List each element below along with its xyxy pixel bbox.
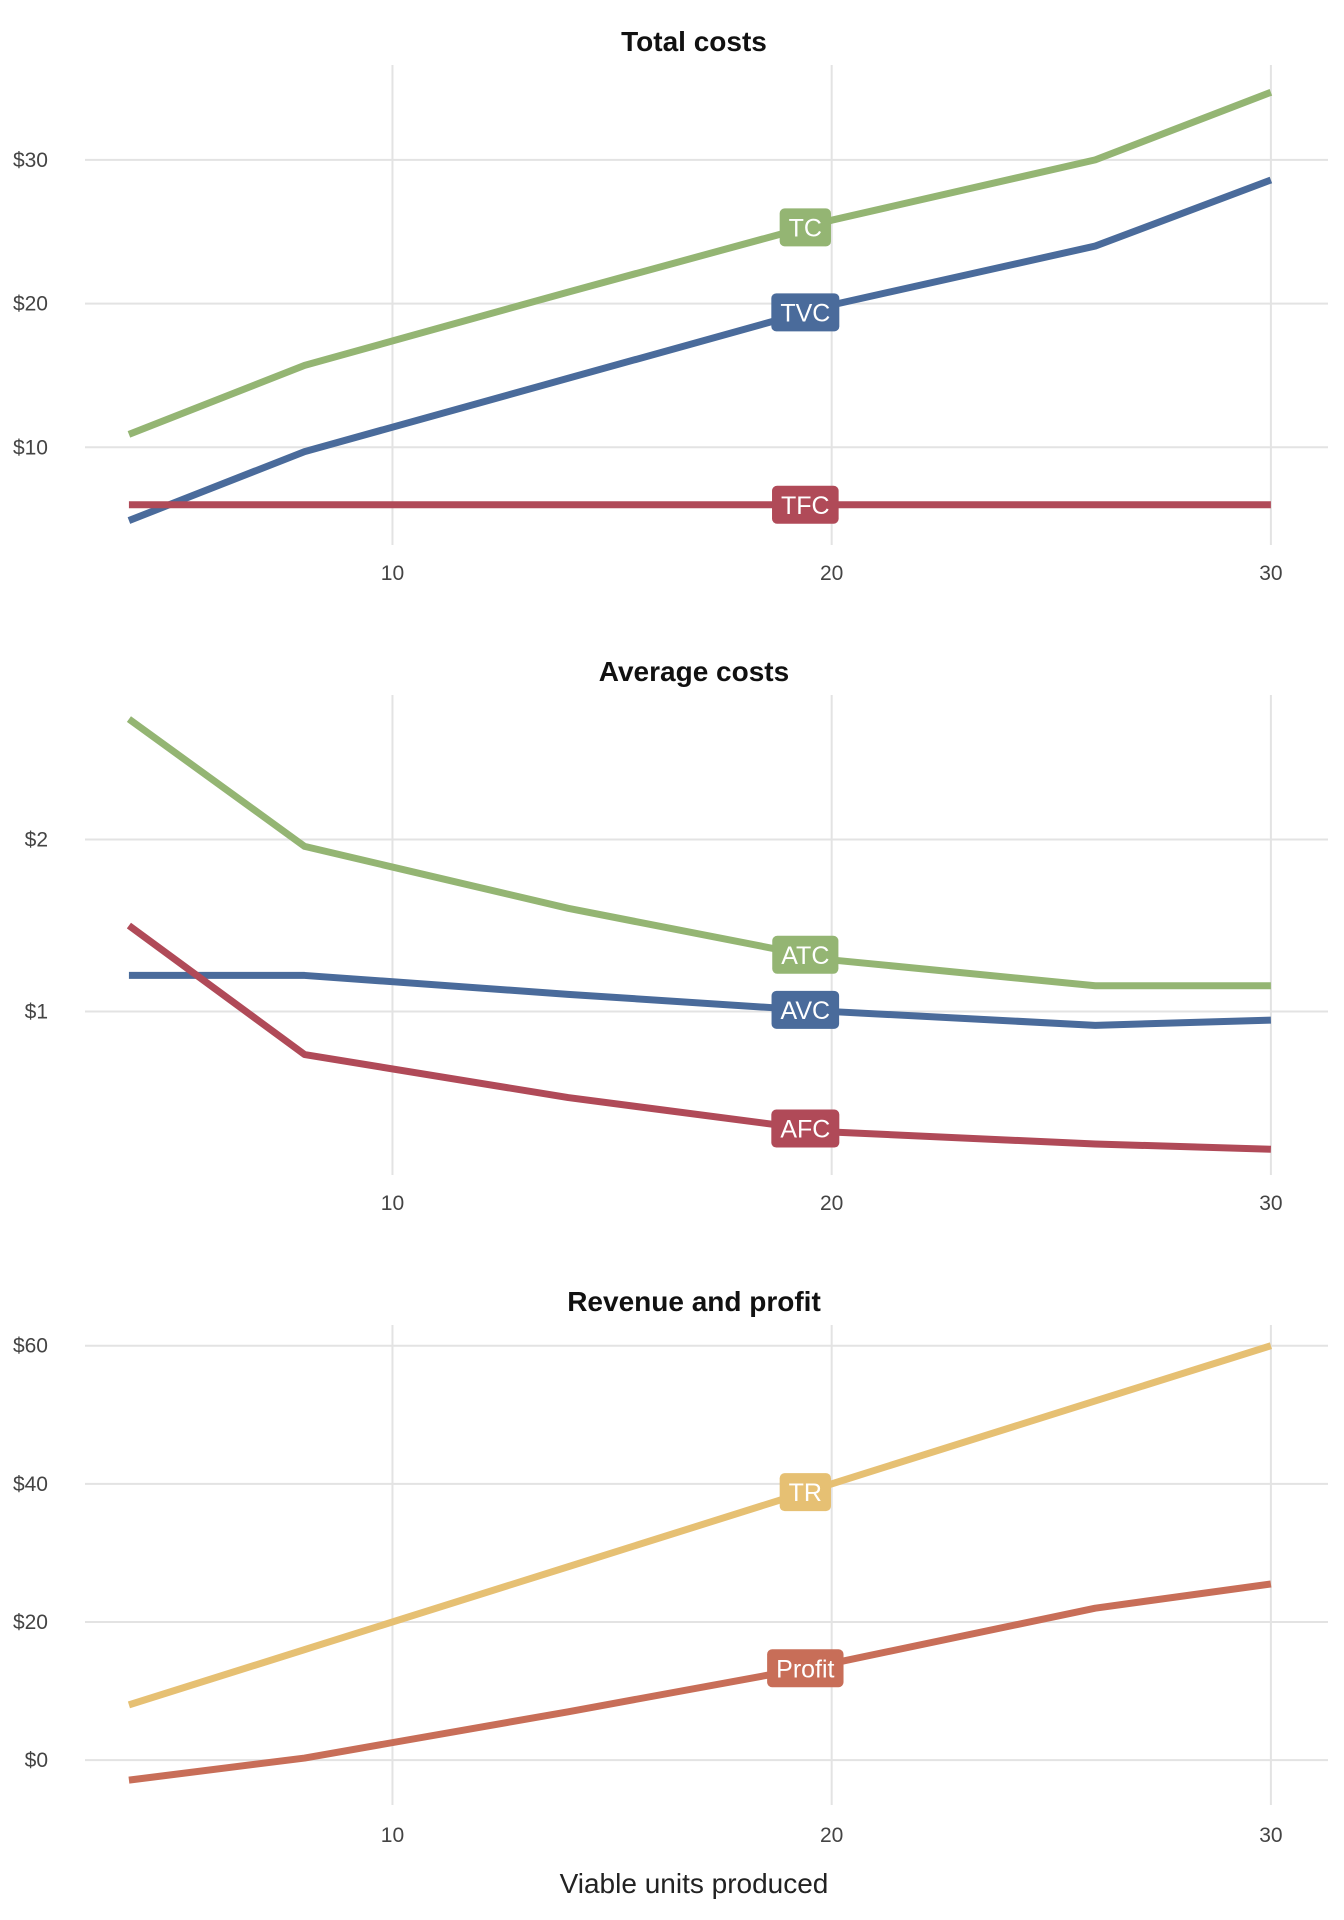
series-line-avc	[128, 971, 1272, 1029]
y-tick-label: $10	[13, 436, 48, 459]
series-label-box	[767, 1649, 844, 1688]
y-tick-label: $20	[13, 293, 48, 316]
y-tick-label: $1	[25, 1001, 48, 1024]
chart-panel-2: Average costs 10 20 30 $1 $2 ATC AVC AFC	[25, 656, 1328, 1215]
x-tick-label: 10	[381, 562, 404, 585]
x-tick-label: 20	[820, 1824, 843, 1847]
chart-panel-3: Revenue and profit 10 20 30 $0 $20 $40 $60 TR Pro…	[13, 1286, 1328, 1847]
x-tick-label: 10	[381, 1192, 404, 1215]
series-label-tc: TC	[779, 208, 831, 247]
series-line-tr	[127, 1342, 1272, 1709]
series-label-text: AFC	[780, 1116, 830, 1144]
series-label-box	[771, 293, 840, 332]
series-line-tvc	[127, 176, 1273, 524]
series-label-text: Profit	[776, 1655, 834, 1683]
series-line-afc	[126, 922, 1272, 1153]
x-tick-label: 20	[820, 1192, 843, 1215]
x-tick-label: 20	[820, 562, 843, 585]
series-label-text: ATC	[781, 942, 829, 970]
series-label-box	[772, 935, 839, 974]
y-tick-label: $40	[13, 1473, 48, 1496]
x-tick-label: 10	[381, 1824, 404, 1847]
x-tick-label: 30	[1259, 1192, 1282, 1215]
x-tick-label: 30	[1259, 562, 1282, 585]
chart-panel-1: Total costs 10 20 30 $10 $20 $30 TC TVC TFC	[13, 26, 1328, 585]
series-label-tr: TR	[779, 1473, 831, 1512]
series-label-text: TVC	[780, 299, 830, 327]
chart-title: Revenue and profit	[567, 1286, 821, 1317]
series-label-box	[771, 990, 840, 1029]
series-label-box	[771, 1109, 840, 1148]
y-tick-label: $20	[13, 1611, 48, 1634]
series-label-text: TR	[789, 1479, 822, 1507]
x-axis-label: Viable units produced	[560, 1868, 829, 1899]
series-label-text: TFC	[781, 492, 830, 520]
chart-title: Average costs	[599, 656, 789, 687]
x-tick-label: 30	[1259, 1824, 1282, 1847]
series-label-afc: AFC	[771, 1109, 840, 1148]
series-label-box	[779, 1473, 831, 1512]
series-label-profit: Profit	[767, 1649, 844, 1688]
series-label-tvc: TVC	[771, 293, 840, 332]
series-line-profit	[128, 1580, 1272, 1784]
y-tick-label: $60	[13, 1335, 48, 1358]
series-label-box	[779, 208, 831, 247]
series-label-text: TC	[789, 214, 822, 242]
series-label-atc: ATC	[772, 935, 839, 974]
y-tick-label: $2	[25, 829, 48, 852]
series-label-tfc: TFC	[772, 485, 839, 524]
series-label-box	[772, 485, 839, 524]
y-tick-label: $30	[13, 149, 48, 172]
series-label-text: AVC	[781, 997, 831, 1025]
series-line-atc	[126, 716, 1271, 990]
chart-title: Total costs	[621, 26, 767, 57]
series-label-avc: AVC	[771, 990, 840, 1029]
y-tick-label: $0	[25, 1749, 48, 1772]
series-line-tc	[127, 89, 1273, 438]
